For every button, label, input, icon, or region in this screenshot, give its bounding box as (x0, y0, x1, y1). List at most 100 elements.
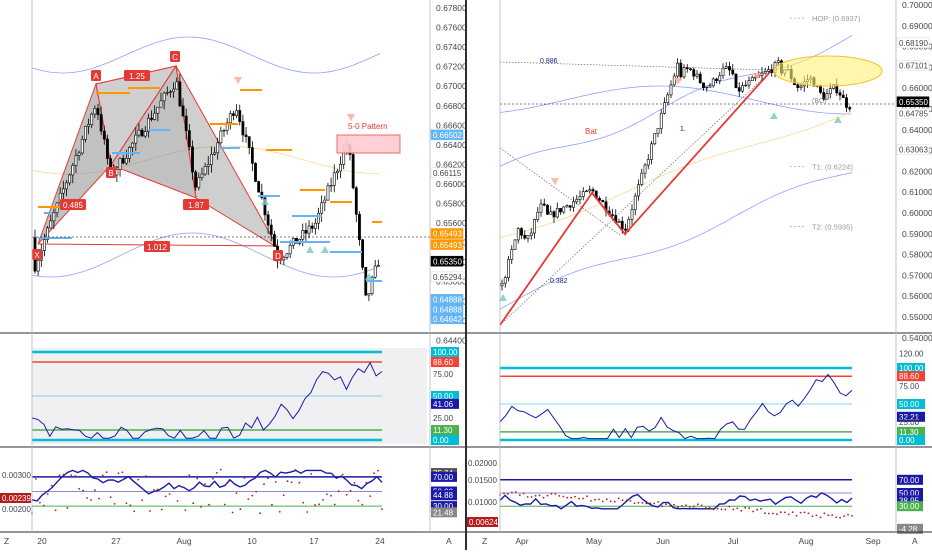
left-osc2-dot (62, 473, 65, 476)
left-upper-band (31, 36, 381, 74)
osc-badge-bg (897, 363, 925, 373)
left-x-tick: 17 (309, 536, 319, 546)
left-candle (137, 123, 141, 138)
candle-body (147, 117, 150, 132)
left-osc2-dot (50, 484, 53, 487)
left-osc1-tick: 41.06 (433, 400, 454, 409)
right-osc2-dot (605, 498, 608, 501)
right-osc2-dot (783, 511, 786, 514)
candle-body (244, 134, 248, 137)
right-osc2-dot (815, 514, 818, 517)
right-osc2-dot (823, 512, 826, 515)
left-candle (172, 82, 176, 98)
left-price-tick: 0.67400 (436, 42, 467, 52)
pattern-point-c[interactable]: C (170, 51, 180, 62)
pattern-point-d[interactable]: D (273, 250, 283, 261)
right-corner-a[interactable]: A (912, 536, 918, 546)
right-osc2-dot (700, 504, 703, 507)
left-candle (106, 134, 109, 165)
right-osc2-dot (795, 514, 798, 517)
fib-label: 1. (680, 126, 686, 133)
candle-body (140, 129, 144, 137)
candle-body (767, 69, 770, 72)
candle-body (165, 92, 169, 94)
ratio-label[interactable]: 1.25 (124, 70, 150, 81)
right-osc2-dot (843, 515, 845, 517)
candle-body (65, 182, 68, 190)
left-osc2-tick: 70.00 (433, 473, 454, 482)
ratio-badge-text: 0.485 (63, 201, 84, 210)
left-osc2-dot (74, 475, 77, 477)
right-osc2-dot (546, 494, 549, 497)
left-corner-z[interactable]: Z (4, 536, 9, 546)
osc-badge-bg (431, 398, 459, 409)
left-candle (247, 136, 251, 155)
right-osc2-dot (534, 494, 537, 497)
candle-body (760, 72, 764, 76)
bat-pattern-line[interactable] (499, 71, 771, 326)
candle-body (620, 220, 624, 230)
left-osc2-dot (184, 509, 187, 511)
sell-signal-triangle (551, 178, 559, 185)
right-osc2-dot (748, 507, 751, 510)
price-badge-bg (430, 271, 464, 283)
right-candle (747, 76, 751, 89)
left-osc2-dot (58, 474, 61, 477)
right-osc2-tick: 70.00 (899, 476, 920, 485)
candle-body (335, 170, 339, 174)
right-price-tick: 0.69000 (902, 21, 932, 31)
right-price-tick: 0.70000 (902, 0, 932, 10)
right-candle (598, 196, 601, 202)
left-corner-a[interactable]: A (446, 536, 452, 546)
candle-body (52, 212, 56, 222)
candle-body (724, 66, 728, 69)
left-osc2-dot (345, 493, 348, 496)
left-osc2-dot (129, 504, 132, 507)
left-candle (269, 219, 273, 242)
left-candle (175, 77, 179, 90)
right-candle (682, 64, 686, 79)
candle-body (841, 94, 845, 98)
ratio-label[interactable]: 0.485 (60, 199, 86, 210)
candle-body (552, 211, 556, 218)
left-candle (156, 106, 160, 122)
left-osc2-dot (219, 468, 222, 471)
right-price-pane[interactable]: Bat 0.886 0.382 1. (BC) HOP: (0.6937) T1: (0.6… (499, 14, 896, 326)
five-zero-zone[interactable] (336, 134, 401, 154)
right-candle (728, 61, 731, 76)
pattern-point-x[interactable]: X (32, 249, 42, 260)
left-price-pane[interactable]: X A B C D 0.485 1.25 1.87 1.012 5-0 Pattern (31, 36, 430, 302)
pattern-point-a[interactable]: A (91, 70, 101, 81)
candle-body (676, 62, 679, 77)
left-candle (84, 125, 87, 143)
bat-label: Bat (585, 127, 598, 136)
left-candle (241, 114, 245, 143)
right-osc2-dot (566, 496, 569, 499)
right-x-tick: Apr (515, 536, 528, 546)
candle-body (102, 130, 106, 140)
ratio-label[interactable]: 1.012 (144, 241, 170, 252)
pattern-point-b[interactable]: B (106, 167, 116, 178)
candle-body (617, 220, 621, 223)
price-badge-text: 0.66502 (433, 131, 462, 140)
left-price-tick: 0.64400 (436, 335, 467, 345)
candle-body (539, 203, 543, 213)
prz-ellipse[interactable] (773, 55, 883, 87)
ratio-badge-bg (60, 199, 86, 210)
candle-body (90, 113, 94, 125)
candle-body (269, 224, 273, 235)
candle-body (650, 143, 653, 160)
price-badge-text: 0.66115 (433, 169, 462, 178)
right-candle (637, 179, 640, 201)
candle-body (630, 209, 634, 220)
candle-body (669, 84, 673, 96)
ratio-label[interactable]: 1.87 (183, 199, 209, 210)
price-badge-text: 0.68190 (899, 39, 928, 48)
oscillator-panes[interactable] (31, 350, 853, 519)
left-candle (361, 238, 365, 271)
right-osc2-dot (661, 505, 664, 508)
left-osc2-dot (247, 498, 250, 500)
right-candle (500, 279, 504, 291)
right-corner-z[interactable]: Z (482, 536, 487, 546)
